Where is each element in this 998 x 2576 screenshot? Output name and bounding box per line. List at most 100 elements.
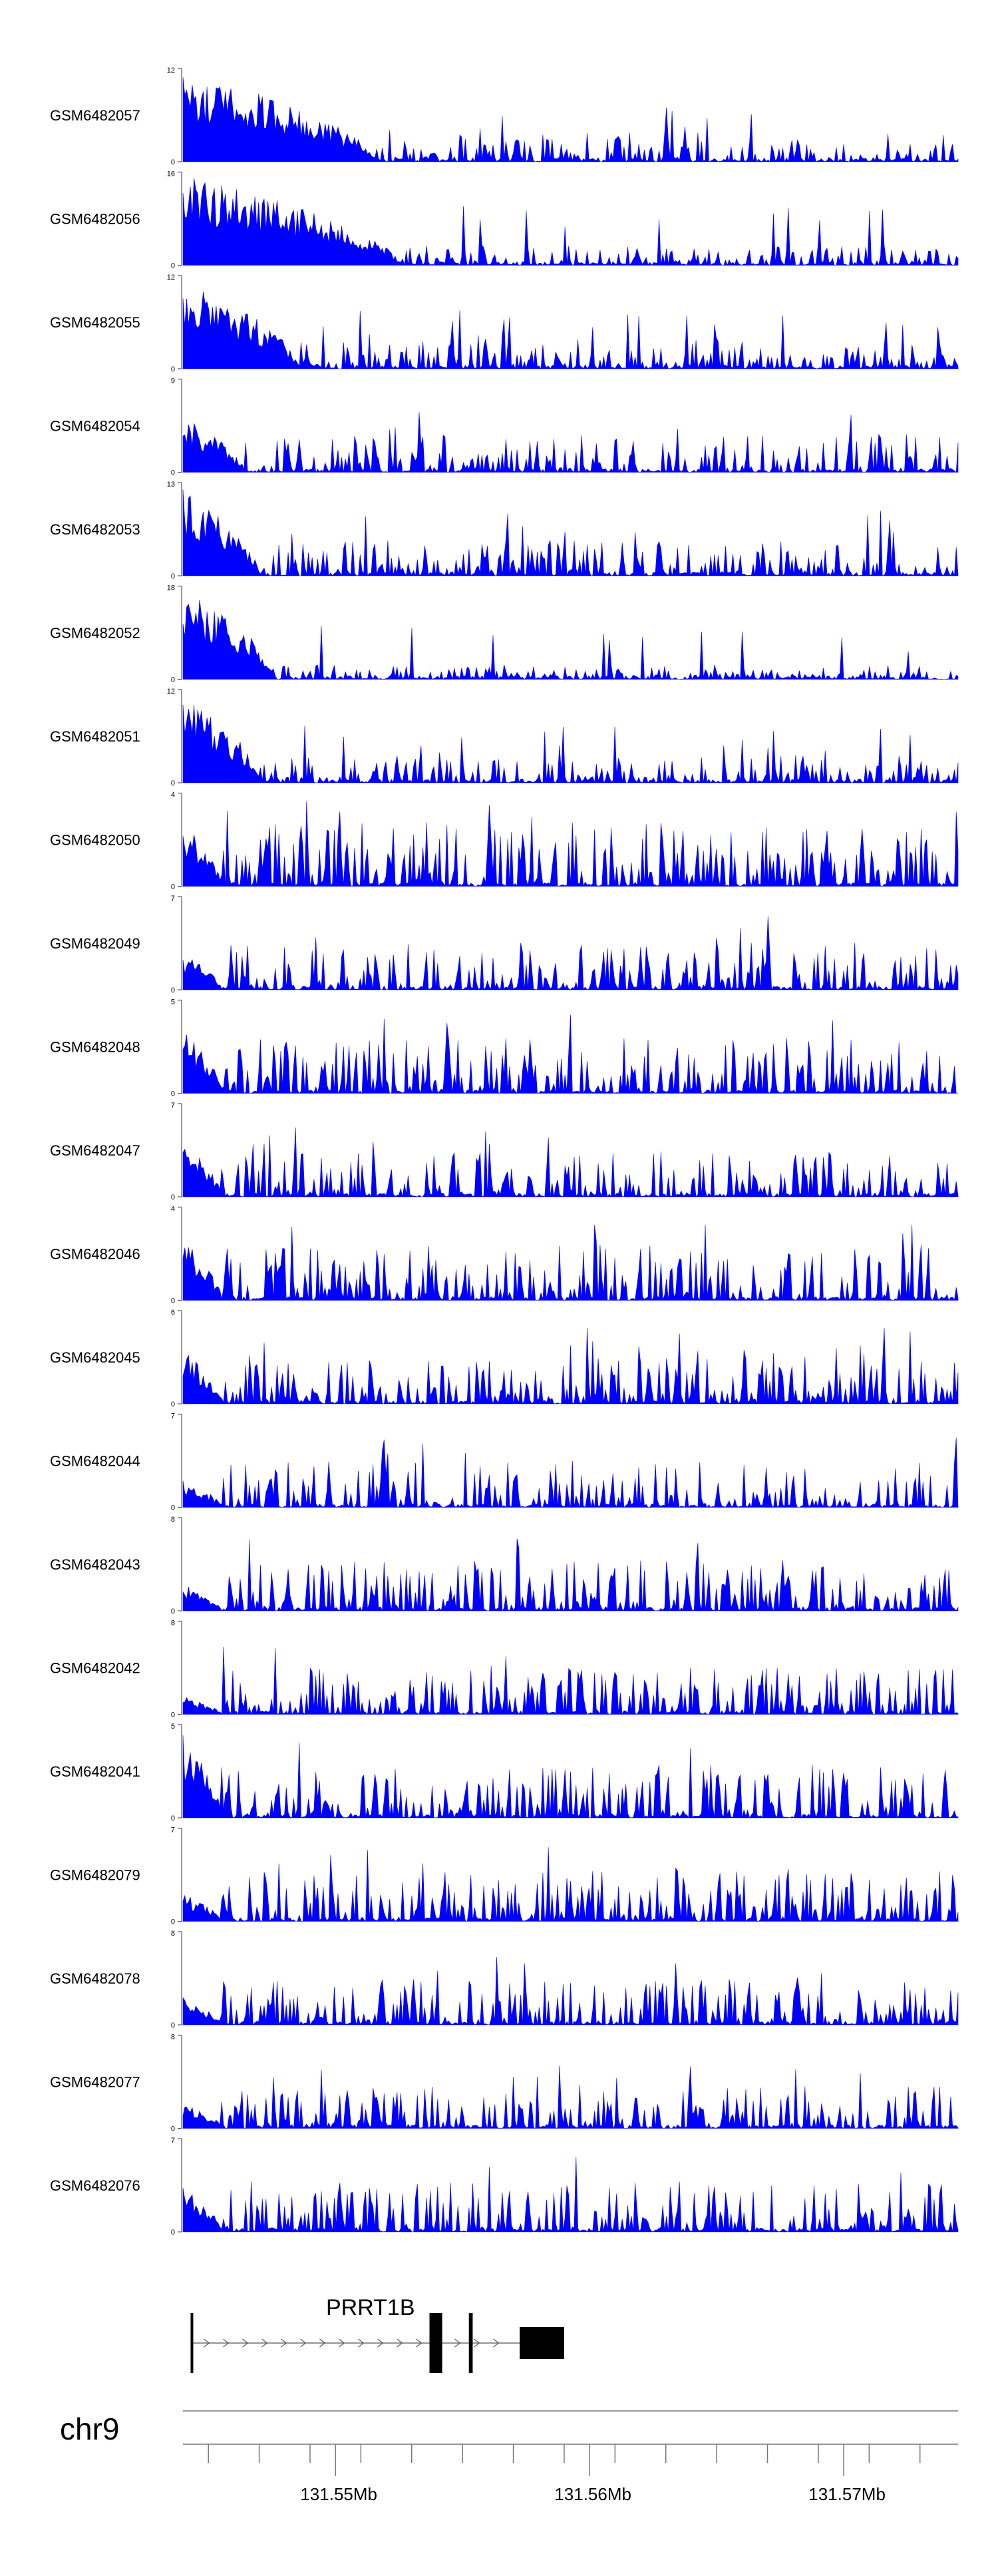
- track-label: GSM6482053: [50, 521, 140, 538]
- coverage-track: GSM6482055 12 0: [50, 274, 959, 373]
- coverage-area: [182, 292, 959, 370]
- gene-exon: [190, 2313, 194, 2373]
- gene-exon: [429, 2313, 442, 2373]
- coverage-area: [182, 2157, 959, 2233]
- y-max-label: 6: [171, 1309, 175, 1317]
- coverage-area: [182, 1127, 959, 1198]
- track-label: GSM6482049: [50, 935, 140, 952]
- coverage-track: GSM6482047 7 0: [50, 1102, 959, 1201]
- y-min-label: 0: [171, 1608, 175, 1615]
- y-max-label: 7: [171, 1102, 175, 1110]
- strand-arrow: [261, 2338, 268, 2348]
- y-min-label: 0: [171, 883, 175, 891]
- y-max-label: 7: [171, 1826, 175, 1834]
- y-min-label: 0: [171, 2229, 175, 2237]
- track-label: GSM6482048: [50, 1039, 140, 1056]
- coverage-area: [182, 2065, 959, 2129]
- y-max-label: 8: [171, 1930, 175, 1938]
- chromosome-label: chr9: [60, 2412, 119, 2446]
- strand-arrow: [339, 2338, 345, 2348]
- track-label: GSM6482054: [50, 418, 140, 435]
- track-label: GSM6482077: [50, 2074, 140, 2091]
- track-label: GSM6482050: [50, 832, 140, 849]
- y-min-label: 0: [171, 262, 175, 270]
- y-max-label: 16: [167, 170, 175, 178]
- strand-arrow: [281, 2338, 287, 2348]
- y-min-label: 0: [171, 986, 175, 994]
- track-label: GSM6482041: [50, 1763, 140, 1780]
- coverage-area: [182, 1224, 959, 1301]
- axis-tick-label: 131.57Mb: [808, 2484, 886, 2504]
- coverage-area: [182, 704, 959, 783]
- track-label: GSM6482047: [50, 1142, 140, 1159]
- y-max-label: 5: [171, 1723, 175, 1731]
- coverage-track: GSM6482057 12 0: [50, 67, 959, 166]
- track-label: GSM6482051: [50, 728, 140, 745]
- coverage-area: [182, 1437, 959, 1508]
- track-label: GSM6482052: [50, 625, 140, 642]
- gene-exon: [520, 2327, 564, 2359]
- track-label: GSM6482057: [50, 107, 140, 124]
- strand-arrow: [397, 2338, 403, 2348]
- coverage-area: [182, 489, 959, 576]
- track-label: GSM6482045: [50, 1349, 140, 1366]
- coverage-track: GSM6482076 7 0: [50, 2137, 959, 2237]
- coverage-track: GSM6482049 7 0: [50, 895, 959, 994]
- y-max-label: 13: [167, 481, 175, 489]
- y-min-label: 0: [171, 1400, 175, 1408]
- coverage-area: [182, 1957, 959, 2026]
- coverage-track: GSM6482078 8 0: [50, 1930, 959, 2030]
- axis-tick-label: 131.55Mb: [300, 2484, 377, 2504]
- coverage-track: GSM6482046 4 0: [50, 1205, 959, 1305]
- y-max-label: 5: [171, 998, 175, 1006]
- y-min-label: 0: [171, 365, 175, 373]
- strand-arrow: [204, 2338, 210, 2348]
- track-label: GSM6482055: [50, 314, 140, 331]
- strand-arrow: [319, 2338, 326, 2348]
- y-max-label: 7: [171, 2137, 175, 2145]
- coverage-area: [182, 1646, 959, 1715]
- y-min-label: 0: [171, 1918, 175, 1926]
- coverage-track: GSM6482054 9 0: [50, 377, 959, 477]
- y-min-label: 0: [171, 469, 175, 477]
- coverage-track: GSM6482048 5 0: [50, 998, 958, 1098]
- y-max-label: 7: [171, 895, 175, 903]
- strand-arrow: [377, 2338, 384, 2348]
- coverage-track: GSM6482077 8 0: [50, 2034, 959, 2133]
- y-min-label: 0: [171, 572, 175, 580]
- y-min-label: 0: [171, 676, 175, 684]
- track-label: GSM6482078: [50, 1970, 140, 1987]
- coverage-track: GSM6482051 12 0: [50, 688, 959, 787]
- axis-tick-label: 131.56Mb: [554, 2484, 631, 2504]
- gene-exon: [468, 2313, 473, 2373]
- track-label: GSM6482044: [50, 1453, 140, 1470]
- y-min-label: 0: [171, 1504, 175, 1512]
- strand-arrow: [300, 2338, 307, 2348]
- strand-arrow: [242, 2338, 249, 2348]
- y-max-label: 12: [167, 688, 175, 696]
- coverage-area: [182, 1328, 959, 1405]
- coverage-area: [182, 77, 959, 163]
- y-min-label: 0: [171, 158, 175, 166]
- genome-axis-track: chr9 131.55Mb 131.56Mb 131.57Mb: [60, 2410, 958, 2504]
- y-min-label: 0: [171, 1193, 175, 1201]
- strand-arrow: [358, 2338, 365, 2348]
- y-max-label: 18: [167, 584, 175, 592]
- coverage-track: GSM6482044 7 0: [50, 1412, 959, 1512]
- y-max-label: 8: [171, 1516, 175, 1524]
- coverage-area: [182, 178, 959, 266]
- coverage-track: GSM6482043 8 0: [50, 1516, 959, 1615]
- coverage-area: [182, 1538, 959, 1612]
- coverage-area: [182, 600, 959, 680]
- coverage-area: [182, 1735, 959, 1819]
- track-label: GSM6482079: [50, 1867, 140, 1884]
- coverage-track: GSM6482045 6 0: [50, 1309, 959, 1408]
- strand-arrow: [223, 2338, 230, 2348]
- track-label: GSM6482043: [50, 1556, 140, 1573]
- y-min-label: 0: [171, 2125, 175, 2133]
- strand-arrow: [416, 2338, 422, 2348]
- coverage-track: GSM6482050 4 0: [50, 791, 959, 891]
- coverage-area: [182, 916, 959, 991]
- y-max-label: 8: [171, 2034, 175, 2041]
- y-max-label: 9: [171, 377, 175, 385]
